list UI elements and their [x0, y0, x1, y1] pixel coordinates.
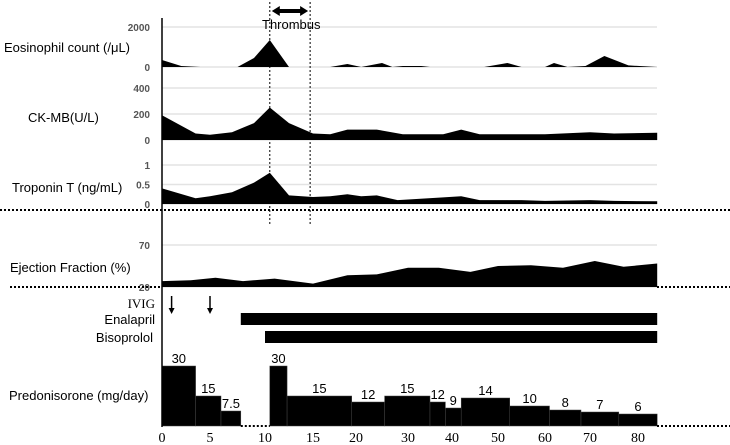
prednisolone-step	[509, 405, 550, 427]
x-tick-label: 40	[445, 431, 459, 445]
bisoprolol-label: Bisoprolol	[96, 330, 153, 345]
arrow-down-icon	[168, 308, 175, 314]
treatment-bar-bisoprolol	[265, 331, 658, 343]
double-arrow-icon	[271, 6, 309, 16]
prednisolone-dose-label: 15	[201, 381, 215, 396]
x-tick-label: 50	[491, 431, 505, 445]
prednisolone-step	[351, 401, 385, 427]
prednisolone-step	[384, 395, 431, 427]
x-axis: 0 5 10 15 20 30 40 50 60 70 80	[159, 18, 645, 445]
prednisolone-step	[460, 397, 511, 427]
x-tick-label: 70	[583, 431, 597, 445]
tick-label-eos: 2000	[128, 23, 151, 34]
x-tick-label: 15	[306, 431, 320, 445]
prednisolone-step	[161, 365, 196, 427]
area-ef	[162, 261, 658, 287]
prednisolone-step	[220, 410, 242, 427]
prednisolone-dose-label: 6	[634, 399, 641, 414]
prednisolone-dose-label: 30	[172, 351, 186, 366]
treatments: 30 15 7.5 30 15 12 15 12 9 14 10 8 7 6	[161, 296, 658, 427]
tick-label-eos: 0	[144, 63, 150, 74]
x-tick-label: 5	[207, 431, 214, 445]
x-tick-label: 30	[401, 431, 415, 445]
panel-labels: Eosinophil count (/μL) CK-MB(U/L) Tropon…	[4, 17, 321, 403]
tick-label-trop: 0	[144, 200, 150, 211]
ckmb-label: CK-MB(U/L)	[28, 110, 99, 125]
x-tick-label: 10	[258, 431, 272, 445]
prednisolone-dose-label: 8	[562, 395, 569, 410]
area-ck	[162, 107, 658, 140]
tick-label-ck: 0	[144, 136, 150, 147]
eosinophil-label: Eosinophil count (/μL)	[4, 40, 130, 55]
tick-label-ef: 20	[139, 283, 151, 294]
prednisolone-dose-label: 9	[450, 393, 457, 408]
troponin-label: Troponin T (ng/mL)	[12, 180, 122, 195]
prednisolone-step	[580, 411, 620, 427]
prednisolone-step	[269, 365, 288, 427]
x-tick-label: 80	[631, 431, 645, 445]
series-areas	[162, 40, 658, 287]
prednisolone-label: Predonisorone (mg/day)	[9, 388, 148, 403]
prednisolone-step	[618, 413, 658, 427]
tick-label-ck: 200	[133, 110, 150, 121]
prednisolone-dose-label: 7.5	[222, 396, 240, 411]
prednisolone-dose-label: 7	[596, 397, 603, 412]
prednisolone-step	[445, 407, 462, 427]
prednisolone-dose-label: 15	[312, 381, 326, 396]
area-eos	[162, 40, 658, 67]
tick-label-ef: 70	[139, 241, 151, 252]
area-trop	[162, 172, 658, 204]
prednisolone-step	[549, 409, 582, 427]
thrombus-label: Thrombus	[262, 17, 321, 32]
tick-label-ck: 400	[133, 84, 150, 95]
treatment-bar-enalapril	[240, 313, 658, 325]
prednisolone-step	[195, 395, 222, 427]
enalapril-label: Enalapril	[104, 312, 155, 327]
tick-label-trop: 1	[144, 161, 150, 172]
prednisolone-dose-label: 14	[478, 383, 492, 398]
decorations	[0, 2, 730, 427]
prednisolone-step	[286, 395, 352, 427]
prednisolone-dose-label: 15	[400, 381, 414, 396]
y-tick-labels: 0 2000 0 200 400 0 0.5 1 20 70	[128, 23, 151, 294]
tick-label-trop: 0.5	[136, 181, 150, 192]
prednisolone-dose-label: 12	[430, 387, 444, 402]
ivig-label: IVIG	[128, 296, 155, 311]
prednisolone-dose-label: 10	[522, 391, 536, 406]
x-tick-label: 20	[349, 431, 363, 445]
ef-label: Ejection Fraction (%)	[10, 260, 131, 275]
prednisolone-dose-label: 12	[361, 387, 375, 402]
x-tick-label: 60	[538, 431, 552, 445]
x-tick-label: 0	[159, 431, 166, 445]
arrow-down-icon	[207, 308, 213, 314]
prednisolone-step	[429, 401, 446, 427]
prednisolone-dose-label: 30	[271, 351, 285, 366]
